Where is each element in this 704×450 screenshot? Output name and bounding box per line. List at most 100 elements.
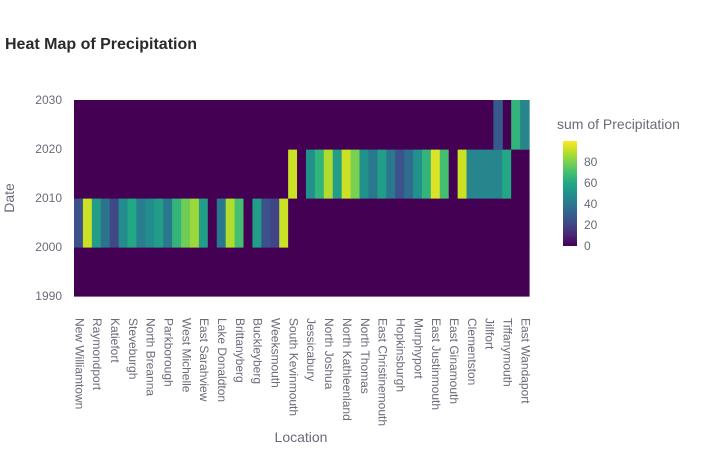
heatmap-cell: [520, 149, 530, 199]
heatmap-cell: [172, 100, 182, 150]
heatmap-cell: [261, 149, 271, 199]
heatmap-cell: [466, 149, 477, 199]
x-tick-label: Jillfort: [483, 318, 497, 350]
heatmap-cell: [466, 247, 477, 297]
heatmap-cell: [252, 149, 262, 199]
heatmap-cell: [404, 149, 414, 199]
x-tick-label: Raymondport: [90, 318, 104, 391]
heatmap-cell: [350, 198, 361, 248]
heatmap-cell: [386, 100, 396, 150]
heatmap-cell: [163, 247, 173, 297]
heatmap-cell: [350, 149, 361, 199]
x-tick-label: Parkborough: [162, 318, 176, 387]
heatmap-cell: [82, 100, 93, 150]
x-axis-ticks: New Williamtown Raymondport Katiefort Steve…: [72, 318, 532, 426]
heatmap-cell: [439, 198, 450, 248]
x-tick-label: Hopkinsburgh: [393, 318, 407, 392]
heatmap-cell: [314, 247, 325, 297]
x-tick-label: North Kathleenland: [340, 318, 354, 421]
x-tick-label: Jessicabury: [304, 318, 318, 381]
heatmap-cell: [350, 100, 361, 150]
heatmap-cell: [216, 100, 227, 150]
heatmap-cell: [127, 198, 138, 248]
heatmap-cell: [82, 149, 93, 199]
heatmap-cell: [181, 198, 191, 248]
x-tick-label: New Williamtown: [72, 318, 86, 409]
heatmap-cell: [216, 247, 227, 297]
heatmap-cell: [297, 149, 307, 199]
heatmap-cell: [243, 198, 254, 248]
heatmap-cell: [74, 198, 84, 248]
x-tick-label: Murphyport: [411, 318, 425, 379]
colorbar-gradient: [563, 141, 577, 246]
heatmap-cell: [109, 100, 120, 150]
x-tick-label: East Sarahview: [197, 318, 211, 402]
heatmap-cell: [511, 149, 521, 199]
heatmap-cell: [359, 198, 370, 248]
heatmap-cell: [368, 247, 378, 297]
heatmap-cell: [332, 198, 343, 248]
y-tick-label: 2030: [35, 93, 62, 107]
heatmap-cell: [82, 247, 93, 297]
heatmap-cell: [145, 100, 155, 150]
heatmap-cell: [243, 100, 254, 150]
heatmap-cell: [243, 149, 254, 199]
heatmap-cell: [448, 198, 459, 248]
heatmap-cell: [395, 198, 405, 248]
heatmap-cell: [297, 198, 307, 248]
heatmap-cell: [74, 247, 84, 297]
x-tick-label: West Michelle: [179, 318, 193, 393]
heatmap-cell: [314, 198, 325, 248]
heatmap-cell: [359, 149, 370, 199]
heatmap-cell: [413, 247, 423, 297]
heatmap-cell: [118, 247, 129, 297]
y-tick-label: 2000: [35, 240, 62, 254]
heatmap-cell: [243, 247, 254, 297]
heatmap-cell: [475, 149, 485, 199]
heatmap-cell: [323, 149, 334, 199]
heatmap-cell: [234, 198, 245, 248]
colorbar: 0 20 40 60 80: [563, 141, 598, 253]
heatmap-cell: [252, 247, 262, 297]
heatmap-cell: [163, 198, 173, 248]
heatmap-cell: [252, 198, 262, 248]
heatmap-cell: [198, 247, 209, 297]
heatmap-cell: [511, 100, 521, 150]
heatmap-cell: [511, 247, 521, 297]
heatmap-cell: [502, 149, 512, 199]
heatmap-cell: [395, 149, 405, 199]
heatmap-cell: [91, 100, 102, 150]
heatmap-cell: [91, 247, 102, 297]
heatmap-cell: [288, 100, 298, 150]
heatmap-cell: [520, 198, 530, 248]
heatmap-cell: [430, 149, 441, 199]
heatmap-cell: [457, 247, 468, 297]
heatmap-cell: [305, 198, 316, 248]
heatmap-cell: [270, 198, 280, 248]
heatmap-cell: [484, 247, 494, 297]
heatmap-cell: [520, 247, 530, 297]
heatmap-cell: [421, 198, 432, 248]
heatmap-cell: [359, 100, 370, 150]
heatmap-cell: [448, 100, 459, 150]
x-tick-label: Brittanyberg: [233, 318, 247, 383]
heatmap-cell: [413, 100, 423, 150]
heatmap-cell: [305, 100, 316, 150]
heatmap-cell: [136, 149, 146, 199]
heatmap-cell: [216, 149, 227, 199]
y-tick-label: 2020: [35, 142, 62, 156]
heatmap-cell: [234, 149, 245, 199]
x-tick-label: Weeksmouth: [269, 318, 283, 388]
heatmap-cell: [404, 100, 414, 150]
heatmap-cell: [154, 149, 164, 199]
heatmap-cell: [475, 100, 485, 150]
heatmap-cell: [261, 198, 271, 248]
heatmap-cell: [207, 198, 218, 248]
heatmap-cell: [323, 198, 334, 248]
x-axis-title: Location: [275, 429, 328, 445]
heatmap-cell: [493, 247, 503, 297]
x-tick-label: North Thomas: [358, 318, 372, 394]
heatmap-cell: [377, 149, 387, 199]
heatmap-cell: [457, 100, 468, 150]
heatmap-cell: [100, 149, 111, 199]
